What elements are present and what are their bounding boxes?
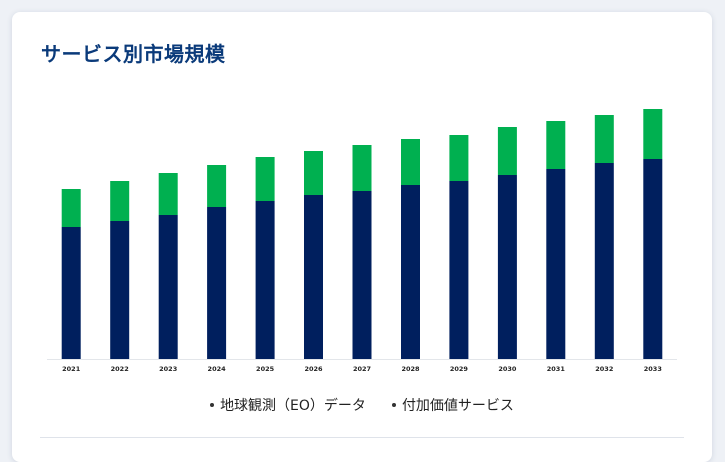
chart-legend: 地球観測（EO）データ 付加価値サービス — [12, 395, 712, 415]
bar-value-added-2030[interactable] — [497, 127, 517, 175]
bar-value-added-2029[interactable] — [449, 135, 469, 181]
bar-value-added-2022[interactable] — [110, 181, 130, 221]
bar-value-added-2021[interactable] — [61, 189, 81, 227]
x-tick-label: 2027 — [353, 365, 371, 373]
stacked-bar-chart: 2021 2022 2023 2024 2025 2026 2027 2028 2029 2030… — [47, 109, 677, 373]
divider — [40, 437, 684, 438]
bar-eo-data-2026[interactable] — [304, 195, 323, 359]
bar-value-added-2028[interactable] — [401, 139, 420, 185]
bar-value-added-2023[interactable] — [158, 173, 178, 215]
legend-dot-icon — [210, 403, 215, 407]
chart-card: サービス別市場規模 2021 2022 2023 2024 2025 2026 2027 20… — [12, 12, 712, 462]
legend-dot-icon — [391, 403, 396, 407]
x-tick-label: 2033 — [644, 365, 662, 373]
bar-eo-data-2024[interactable] — [207, 207, 227, 359]
bar-eo-data-2022[interactable] — [110, 221, 130, 359]
x-tick-label: 2026 — [304, 365, 323, 373]
bar-eo-data-2027[interactable] — [352, 191, 372, 359]
bar-value-added-2024[interactable] — [207, 165, 227, 207]
bar-eo-data-2032[interactable] — [594, 163, 614, 359]
x-tick-label: 2025 — [256, 365, 275, 373]
x-tick-label: 2028 — [401, 365, 420, 373]
bar-eo-data-2031[interactable] — [546, 169, 566, 359]
legend-label: 地球観測（EO）データ — [220, 398, 366, 414]
bar-value-added-2025[interactable] — [255, 157, 275, 201]
bar-value-added-2033[interactable] — [643, 109, 663, 159]
legend-label: 付加価値サービス — [401, 398, 514, 414]
bar-value-added-2026[interactable] — [304, 151, 323, 195]
x-tick-label: 2029 — [450, 365, 469, 373]
bar-eo-data-2030[interactable] — [497, 175, 517, 359]
chart-title: サービス別市場規模 — [41, 42, 226, 66]
x-tick-label: 2022 — [111, 365, 129, 373]
x-tick-label: 2024 — [208, 365, 227, 373]
bar-eo-data-2033[interactable] — [643, 159, 663, 359]
legend-item-value-added[interactable]: 付加価値サービス — [391, 395, 514, 415]
bar-value-added-2031[interactable] — [546, 121, 566, 169]
bar-eo-data-2025[interactable] — [255, 201, 275, 359]
bar-eo-data-2023[interactable] — [158, 215, 178, 359]
bar-eo-data-2021[interactable] — [61, 227, 81, 359]
x-tick-label: 2021 — [62, 365, 81, 373]
legend-item-eo-data[interactable]: 地球観測（EO）データ — [210, 395, 366, 415]
bar-eo-data-2029[interactable] — [449, 181, 469, 359]
x-tick-label: 2031 — [547, 365, 566, 373]
x-tick-label: 2032 — [595, 365, 613, 373]
x-tick-label: 2030 — [498, 365, 517, 373]
bar-value-added-2032[interactable] — [594, 115, 614, 163]
bar-eo-data-2028[interactable] — [401, 185, 420, 359]
bar-value-added-2027[interactable] — [352, 145, 372, 191]
x-tick-label: 2023 — [159, 365, 177, 373]
